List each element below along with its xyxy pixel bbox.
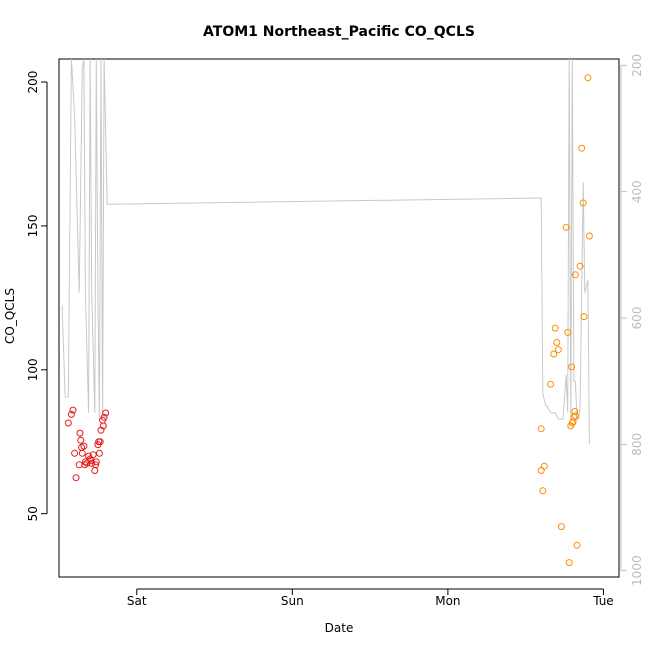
data-point (72, 474, 80, 482)
x-tick-label: Sat (127, 594, 147, 608)
data-point (578, 144, 586, 152)
data-point (554, 346, 562, 354)
chart-title: ATOM1 Northeast_Pacific CO_QCLS (203, 24, 475, 40)
x-axis-label: Date (325, 621, 354, 635)
data-point (77, 436, 85, 444)
data-point (571, 408, 579, 415)
data-point (569, 418, 577, 426)
data-point (540, 462, 548, 470)
altitude-line (61, 58, 590, 445)
right-tick-label: 1000 (630, 555, 644, 586)
data-point (571, 412, 579, 420)
x-tick-label: Tue (592, 594, 614, 608)
data-point (551, 324, 559, 332)
y-axis-label: CO_QCLS (3, 288, 17, 344)
data-point (96, 438, 104, 446)
y-tick-label: 200 (26, 71, 40, 94)
axes-layer: Sat Sun Mon Tue 50 100 150 200 200 400 600 800 1000 (26, 54, 644, 608)
data-point (537, 425, 545, 433)
data-point (585, 232, 593, 240)
data-point (547, 380, 555, 388)
data-point (92, 461, 100, 469)
data-point (95, 449, 103, 457)
data-point (80, 442, 88, 450)
data-point (573, 541, 581, 549)
data-point (584, 74, 592, 82)
x-tick-label: Sun (281, 594, 304, 608)
data-point (69, 406, 77, 414)
data-point (553, 339, 561, 346)
data-point (539, 487, 547, 495)
data-point (562, 223, 570, 231)
data-point (92, 458, 100, 466)
data-point (64, 419, 72, 427)
data-point (78, 449, 86, 457)
y-tick-label: 50 (26, 506, 40, 521)
data-point (565, 559, 573, 567)
data-point (88, 459, 96, 467)
data-point (76, 429, 84, 437)
data-point (571, 271, 579, 279)
plot-frame (58, 58, 620, 578)
data-point (99, 422, 107, 430)
y-tick-label: 150 (26, 214, 40, 237)
data-point (570, 413, 578, 421)
data-point (71, 449, 79, 457)
data-point (102, 409, 110, 417)
right-tick-label: 400 (630, 180, 644, 203)
data-points-layer (64, 74, 593, 567)
x-tick-label: Mon (435, 594, 460, 608)
data-point (564, 328, 572, 336)
right-tick-label: 600 (630, 307, 644, 330)
data-point (568, 363, 576, 371)
data-point (557, 523, 565, 531)
data-point (579, 199, 587, 207)
data-point (580, 313, 588, 321)
data-point (550, 350, 558, 358)
data-point (537, 467, 545, 474)
altitude-line-layer (61, 58, 590, 445)
right-tick-label: 200 (630, 54, 644, 77)
y-tick-label: 100 (26, 358, 40, 381)
data-point (100, 413, 108, 421)
data-point (576, 262, 584, 270)
data-point (91, 467, 99, 474)
right-tick-label: 800 (630, 433, 644, 456)
data-point (67, 410, 75, 418)
